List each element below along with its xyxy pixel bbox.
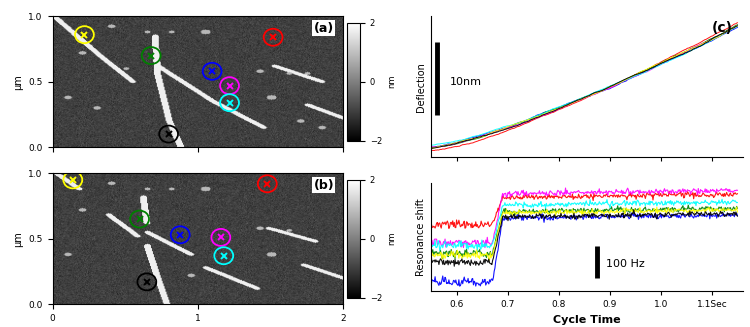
Y-axis label: μm: μm xyxy=(13,74,22,90)
Text: (a): (a) xyxy=(314,22,334,35)
Text: 100 Hz: 100 Hz xyxy=(606,259,645,268)
Y-axis label: μm: μm xyxy=(13,231,22,247)
Text: (b): (b) xyxy=(314,179,334,192)
Y-axis label: Deflection: Deflection xyxy=(416,62,426,112)
Y-axis label: Resonance shift: Resonance shift xyxy=(416,198,426,276)
Y-axis label: nm: nm xyxy=(388,75,397,89)
Y-axis label: nm: nm xyxy=(388,232,397,246)
Text: (c): (c) xyxy=(712,21,734,35)
Text: 10nm: 10nm xyxy=(450,77,482,87)
X-axis label: Cycle Time: Cycle Time xyxy=(553,315,621,325)
